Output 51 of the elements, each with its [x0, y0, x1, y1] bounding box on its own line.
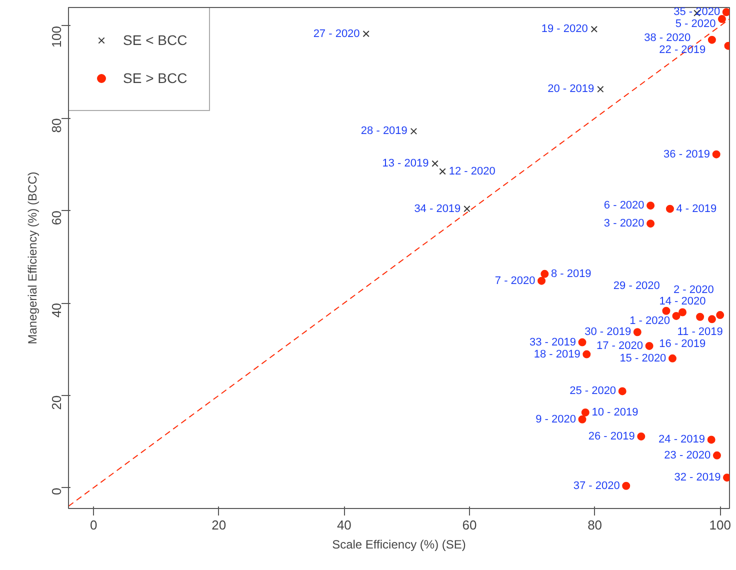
- annotation: 22 - 2019: [659, 44, 706, 56]
- x-tick-label: 0: [90, 518, 98, 532]
- annotation: 29 - 2020: [613, 280, 660, 292]
- y-tick-label: 100: [49, 26, 64, 48]
- legend-label: SE < BCC: [123, 32, 188, 48]
- annotation: 10 - 2019: [592, 406, 638, 418]
- y-tick-label: 20: [49, 395, 64, 410]
- annotation: 7 - 2020: [494, 274, 536, 287]
- annotation: 38 - 2020: [644, 32, 691, 44]
- annotation: 5 - 2020: [675, 18, 716, 30]
- annotation: 1 - 2020: [630, 314, 670, 327]
- annotation: 18 - 2019: [534, 348, 580, 360]
- annotation: 32 - 2019: [674, 472, 721, 484]
- annotation: 33 - 2019: [529, 336, 576, 348]
- y-tick-label: 40: [49, 303, 64, 318]
- annotation: 8 - 2019: [550, 268, 592, 280]
- annotation: 23 - 2020: [664, 449, 711, 462]
- x-tick-label: 80: [588, 518, 602, 532]
- x-tick-label: 100: [709, 518, 731, 532]
- annotation: 12 - 2020: [448, 165, 496, 178]
- annotation: 13 - 2019: [382, 158, 429, 170]
- annotation: 34 - 2019: [414, 202, 461, 215]
- annotation: 24 - 2019: [658, 434, 706, 446]
- annotation: 36 - 2019: [664, 148, 710, 160]
- legend-label: SE > BCC: [123, 70, 188, 86]
- annotation: 26 - 2019: [588, 430, 635, 442]
- annotation: 19 - 2020: [541, 23, 588, 36]
- x-tick-label: 20: [212, 518, 226, 532]
- annotation: 28 - 2019: [360, 125, 408, 138]
- x-tick-label: 40: [336, 518, 352, 532]
- annotation: 4 - 2019: [676, 202, 717, 215]
- annotation: 27 - 2020: [313, 28, 360, 40]
- annotation: 9 - 2020: [536, 413, 576, 426]
- annotation: 11 - 2019: [677, 326, 723, 338]
- annotation: 17 - 2020: [596, 340, 643, 352]
- y-axis-title: Manegerial Efficiency (%) (BCC): [26, 172, 40, 344]
- annotation: 14 - 2020: [659, 295, 706, 308]
- annotation: 37 - 2020: [573, 480, 620, 492]
- y-tick-label: 60: [49, 210, 64, 226]
- annotation: 6 - 2020: [604, 200, 644, 212]
- annotation: 20 - 2019: [548, 83, 594, 96]
- annotation: 3 - 2020: [604, 218, 644, 230]
- x-tick-label: 60: [462, 518, 477, 532]
- annotation: 25 - 2020: [570, 385, 616, 398]
- y-tick-label: 80: [49, 118, 64, 133]
- annotation: 2 - 2020: [673, 284, 714, 296]
- annotation: 15 - 2020: [620, 352, 666, 364]
- x-axis-title: Scale Efficiency (%) (SE): [332, 538, 466, 552]
- y-tick-label: 0: [49, 488, 64, 495]
- annotation: 30 - 2019: [584, 326, 632, 338]
- annotation: 16 - 2019: [659, 338, 706, 350]
